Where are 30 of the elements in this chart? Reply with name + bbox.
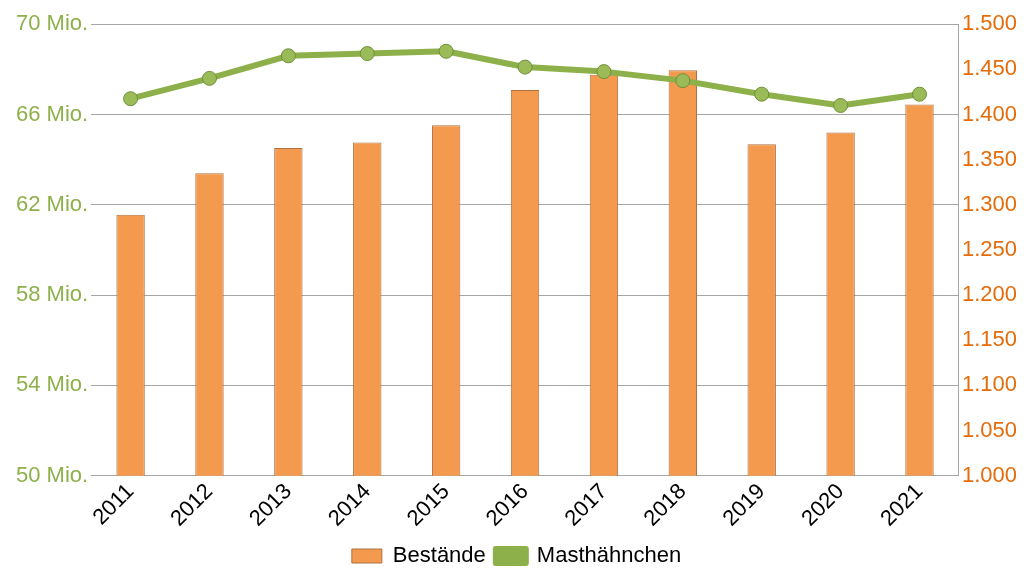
point <box>675 73 691 89</box>
y-tick-label: 70 Mio. <box>15 10 89 36</box>
point <box>517 59 533 75</box>
point <box>912 86 927 102</box>
legend-label: Bestände <box>392 542 486 568</box>
point <box>201 70 217 86</box>
y-tick-label: 66 Mio. <box>15 100 89 126</box>
point <box>596 64 612 80</box>
y2-tick-label: 1.000 <box>961 461 1018 487</box>
point <box>359 46 375 62</box>
y-tick-label: 50 Mio. <box>15 461 89 487</box>
point <box>754 86 770 102</box>
y2-tick-label: 1.300 <box>961 190 1018 216</box>
point <box>280 48 296 64</box>
y2-tick-label: 1.150 <box>961 326 1018 352</box>
y2-tick-label: 1.350 <box>961 145 1018 171</box>
point <box>833 97 849 113</box>
y-tick-label: 62 Mio. <box>15 190 89 216</box>
y2-tick-label: 1.500 <box>961 10 1018 36</box>
y2-tick-label: 1.100 <box>961 371 1018 397</box>
y2-tick-label: 1.450 <box>961 55 1018 81</box>
y-tick-label: 54 Mio. <box>15 371 89 397</box>
y2-tick-label: 1.050 <box>961 416 1018 442</box>
y2-tick-label: 1.250 <box>961 236 1018 262</box>
legend-label: Masthähnchen <box>536 542 682 568</box>
y-tick-label: 58 Mio. <box>15 281 89 307</box>
point <box>438 43 454 59</box>
point <box>123 91 139 107</box>
y2-tick-label: 1.400 <box>961 100 1018 126</box>
y2-tick-label: 1.200 <box>961 281 1018 307</box>
